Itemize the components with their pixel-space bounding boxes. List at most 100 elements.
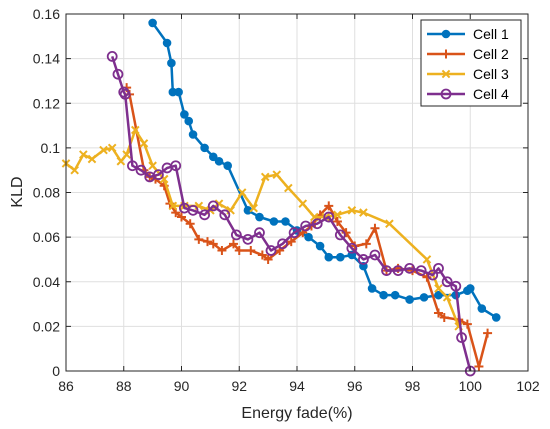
- series-line-cell-3: [65, 128, 460, 327]
- data-point-cell-1: [162, 38, 172, 48]
- data-point-cell-4: [127, 160, 138, 172]
- data-point-cell-4: [346, 242, 358, 254]
- data-point-cell-4: [441, 276, 453, 288]
- data-point-cell-3: [422, 255, 432, 264]
- data-point-cell-4: [170, 160, 182, 172]
- x-tick-label: 96: [347, 378, 363, 394]
- x-tick-label: 100: [459, 378, 483, 394]
- y-tick-label: 0.02: [33, 318, 60, 334]
- data-point-cell-3: [284, 183, 293, 193]
- data-point-cell-2: [208, 239, 218, 249]
- x-tick-label: 90: [174, 378, 190, 394]
- data-point-cell-1: [304, 232, 313, 242]
- y-tick-label: 0.04: [33, 274, 60, 290]
- data-point-cell-2: [246, 246, 256, 256]
- data-point-cell-1: [148, 18, 157, 28]
- data-point-cell-1: [434, 290, 443, 300]
- data-point-cell-4: [427, 269, 439, 281]
- data-point-cell-4: [392, 265, 404, 276]
- data-point-cell-4: [277, 238, 288, 250]
- data-point-cell-1: [315, 241, 325, 251]
- legend-label-cell-4: Cell 4: [473, 86, 509, 102]
- data-point-cell-2: [361, 239, 371, 249]
- data-point-cell-2: [202, 237, 212, 247]
- data-point-cell-2: [474, 362, 484, 372]
- data-point-cell-3: [385, 219, 394, 229]
- y-tick-label: 0.1: [41, 140, 61, 156]
- data-point-cell-2: [324, 201, 334, 211]
- data-point-cell-2: [370, 223, 380, 233]
- data-point-cell-3: [107, 143, 117, 153]
- data-point-cell-4: [265, 245, 277, 256]
- data-point-cell-3: [272, 170, 282, 179]
- data-point-cell-1: [465, 284, 475, 293]
- axis-ticks: 86 88 90 92 94 96 98 100 102 0 0.02 0.04 0.06 0.08 0.1…: [33, 6, 540, 394]
- data-point-cell-1: [188, 130, 198, 139]
- data-point-cell-4: [106, 50, 118, 62]
- data-point-cell-4: [230, 229, 242, 241]
- data-point-cell-2: [286, 237, 296, 247]
- data-point-cell-2: [228, 239, 238, 249]
- x-tick-label: 88: [116, 378, 132, 394]
- x-tick-label: 98: [405, 378, 421, 394]
- data-point-cell-3: [359, 208, 368, 217]
- data-point-cell-2: [341, 228, 351, 238]
- data-point-cell-2: [439, 312, 449, 322]
- legend-label-cell-2: Cell 2: [473, 46, 509, 62]
- data-point-cell-4: [135, 164, 147, 176]
- data-point-cell-1: [200, 143, 209, 153]
- data-point-cell-2: [177, 212, 186, 222]
- y-tick-label: 0.12: [33, 95, 60, 111]
- data-point-cell-3: [139, 139, 149, 148]
- data-point-cell-2: [257, 250, 267, 260]
- data-point-cell-4: [199, 209, 211, 221]
- data-point-cell-2: [332, 217, 342, 227]
- data-point-cell-4: [187, 204, 199, 216]
- data-point-cell-2: [422, 272, 432, 282]
- data-point-cell-4: [456, 332, 467, 343]
- data-point-cell-3: [249, 203, 258, 213]
- y-tick-label: 0.16: [33, 6, 60, 22]
- data-point-cell-2: [433, 308, 443, 318]
- legend-marker-cell-2: [441, 49, 451, 59]
- legend-marker-cell-1: [441, 29, 451, 39]
- data-point-cell-2: [217, 246, 227, 256]
- data-point-cell-1: [184, 116, 194, 126]
- data-point-cell-4: [207, 200, 219, 212]
- data-point-cell-1: [336, 252, 345, 262]
- y-tick-label: 0.06: [33, 229, 60, 245]
- y-tick-label: 0.08: [33, 185, 60, 201]
- data-point-cell-1: [281, 217, 290, 226]
- data-point-cell-2: [263, 254, 273, 264]
- data-point-cell-3: [214, 199, 224, 208]
- data-point-cell-3: [442, 293, 452, 302]
- data-point-cell-4: [369, 249, 381, 261]
- data-point-cell-1: [419, 293, 429, 302]
- data-point-cell-3: [79, 150, 88, 159]
- data-point-cell-4: [311, 218, 323, 230]
- data-point-cell-1: [255, 212, 264, 222]
- data-point-cell-4: [323, 211, 335, 223]
- data-point-cell-1: [223, 161, 232, 171]
- data-point-cell-3: [130, 125, 140, 135]
- data-point-cell-1: [269, 217, 279, 226]
- data-point-cell-3: [87, 154, 97, 164]
- series-cell-4: [106, 50, 476, 377]
- data-point-cell-3: [237, 188, 247, 197]
- legend-label-cell-3: Cell 3: [473, 66, 509, 82]
- data-point-cell-4: [288, 227, 300, 239]
- data-point-cell-4: [254, 227, 265, 239]
- x-tick-label: 94: [289, 378, 305, 394]
- data-point-cell-1: [367, 284, 377, 293]
- data-point-cell-2: [185, 219, 195, 229]
- data-point-cell-4: [381, 265, 392, 276]
- data-point-cell-4: [404, 262, 416, 274]
- data-point-cell-1: [379, 290, 388, 300]
- data-point-cell-2: [462, 319, 472, 329]
- data-point-cell-3: [148, 161, 157, 171]
- x-tick-label: 92: [231, 378, 247, 394]
- data-point-cell-1: [167, 58, 176, 68]
- legend-marker-cell-4: [440, 88, 452, 100]
- data-point-cell-3: [333, 210, 342, 220]
